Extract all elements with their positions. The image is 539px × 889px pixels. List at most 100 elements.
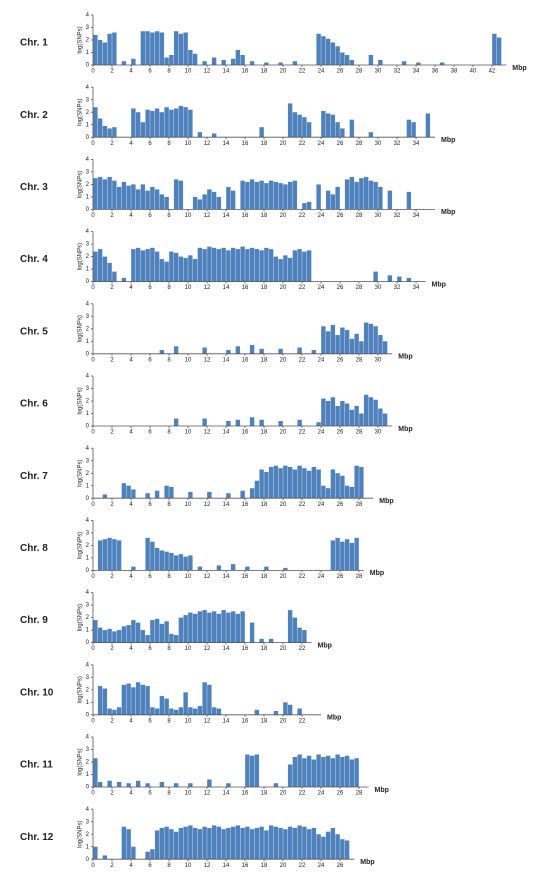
bar: [173, 418, 179, 426]
bar: [363, 176, 369, 210]
bar: [154, 31, 160, 65]
bar: [245, 181, 250, 210]
bar: [164, 826, 169, 860]
bar: [97, 249, 103, 282]
x-tick-label: 22: [299, 69, 306, 75]
bar: [354, 465, 359, 499]
x-tick-label: 4: [129, 791, 133, 797]
bar: [97, 782, 103, 787]
bar: [107, 176, 112, 210]
y-tick-label: 4: [86, 518, 90, 524]
x-axis-label: Mbp: [379, 498, 393, 505]
bar: [240, 490, 245, 499]
x-tick-label: 28: [356, 574, 363, 580]
bar: [183, 692, 188, 715]
bar: [107, 780, 112, 787]
x-tick-label: 10: [185, 791, 192, 797]
bar: [173, 709, 179, 715]
bar: [197, 611, 203, 643]
bar: [93, 620, 98, 643]
bar: [197, 247, 203, 282]
bar: [150, 247, 155, 282]
bar: [145, 783, 150, 787]
x-tick-label: 6: [148, 430, 152, 436]
x-tick-label: 12: [204, 69, 211, 75]
bar: [131, 846, 136, 860]
bar: [235, 825, 241, 860]
bar: [259, 638, 264, 643]
bar: [230, 611, 236, 643]
x-tick-label: 32: [394, 69, 401, 75]
bar: [340, 401, 345, 426]
x-tick-label: 4: [129, 863, 133, 869]
bar: [297, 419, 302, 426]
bar: [226, 612, 231, 643]
bar: [164, 261, 169, 282]
bar: [126, 829, 131, 860]
y-axis-label: log(SNPs): [78, 676, 84, 703]
y-axis-label: log(SNPs): [78, 99, 84, 126]
x-tick-label: 28: [356, 213, 363, 219]
bar: [287, 610, 293, 643]
bar: [140, 630, 146, 643]
bar: [169, 109, 174, 138]
bar: [378, 335, 383, 354]
x-tick-label: 18: [261, 791, 268, 797]
x-tick-label: 20: [280, 574, 287, 580]
x-tick-label: 24: [318, 213, 325, 219]
bar: [169, 829, 174, 860]
bar: [202, 418, 207, 426]
bar: [264, 247, 269, 282]
chart-title: Chr. 6: [20, 399, 48, 410]
bar: [330, 827, 336, 860]
x-tick-label: 12: [204, 357, 211, 363]
bar: [249, 755, 255, 787]
x-tick-label: 28: [356, 791, 363, 797]
y-tick-label: 3: [86, 169, 90, 175]
bar: [197, 566, 203, 571]
bar: [197, 829, 203, 860]
bar: [202, 682, 207, 715]
x-tick-label: 16: [242, 863, 249, 869]
x-tick-label: 22: [299, 141, 306, 147]
x-tick-label: 14: [223, 502, 230, 508]
bar: [273, 783, 279, 787]
bar: [97, 40, 103, 65]
x-tick-label: 20: [280, 430, 287, 436]
bar: [188, 612, 193, 643]
x-tick-label: 22: [299, 213, 306, 219]
x-tick-label: 28: [356, 357, 363, 363]
x-tick-label: 34: [413, 285, 420, 291]
bar: [126, 625, 131, 643]
y-tick-label: 0: [86, 207, 90, 213]
bar: [188, 255, 193, 282]
x-tick-label: 10: [185, 213, 192, 219]
bar: [306, 470, 312, 499]
bar: [302, 826, 307, 860]
y-tick-label: 1: [86, 122, 90, 128]
x-tick-label: 10: [185, 69, 192, 75]
bar: [169, 55, 174, 65]
y-tick-label: 4: [86, 157, 90, 163]
bar: [340, 327, 345, 354]
x-tick-label: 2: [110, 502, 114, 508]
x-tick-label: 28: [356, 430, 363, 436]
x-tick-label: 32: [394, 213, 401, 219]
bar: [354, 181, 359, 210]
bar: [273, 826, 279, 860]
bar: [335, 537, 340, 571]
y-tick-label: 3: [86, 242, 90, 248]
x-tick-label: 14: [223, 574, 230, 580]
x-tick-label: 18: [261, 285, 268, 291]
x-tick-label: 20: [280, 718, 287, 724]
chart-title: Chr. 7: [20, 471, 48, 482]
x-tick-label: 32: [394, 285, 401, 291]
bar: [183, 826, 188, 860]
bar: [297, 114, 302, 138]
x-tick-label: 20: [280, 791, 287, 797]
bar: [306, 201, 312, 210]
y-tick-label: 4: [86, 13, 90, 19]
bar: [287, 826, 293, 860]
x-tick-label: 2: [110, 574, 114, 580]
bar: [135, 622, 141, 643]
